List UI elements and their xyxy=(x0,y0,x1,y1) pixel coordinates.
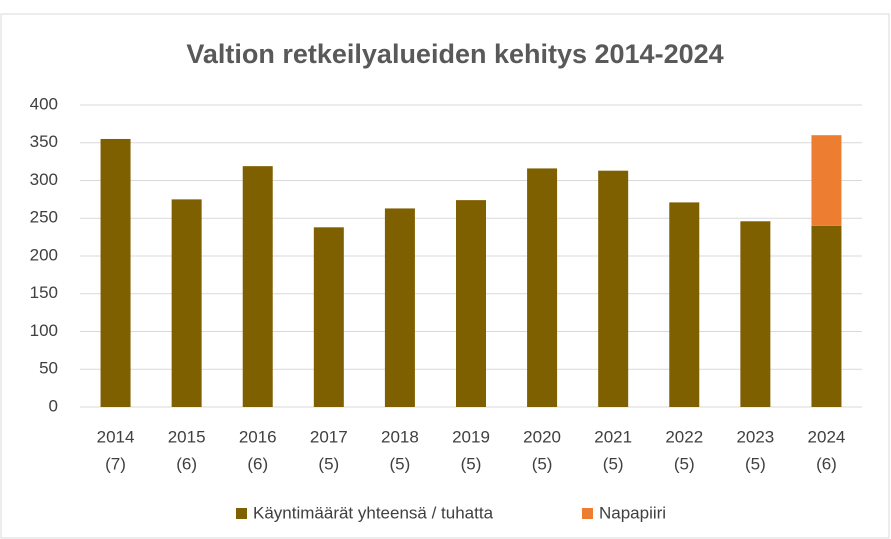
y-tick-label: 100 xyxy=(30,321,58,340)
bar xyxy=(384,208,415,407)
bar xyxy=(811,135,842,226)
legend-label: Käyntimäärät yhteensä / tuhatta xyxy=(253,503,494,522)
bar xyxy=(598,170,629,407)
bar xyxy=(100,138,131,407)
y-tick-label: 300 xyxy=(30,170,58,189)
x-tick-label: 2017 xyxy=(310,427,348,446)
bar xyxy=(527,168,558,407)
bar xyxy=(242,166,273,407)
x-tick-label: 2018 xyxy=(381,427,419,446)
y-tick-label: 0 xyxy=(49,396,58,415)
bar xyxy=(171,199,202,407)
legend-swatch xyxy=(582,508,593,519)
x-tick-label: (5) xyxy=(532,454,553,473)
x-tick-label: (5) xyxy=(745,454,766,473)
y-tick-label: 250 xyxy=(30,208,58,227)
x-tick-label: 2020 xyxy=(523,427,561,446)
x-tick-label: (5) xyxy=(318,454,339,473)
x-tick-label: (5) xyxy=(461,454,482,473)
x-tick-label: (6) xyxy=(247,454,268,473)
legend-label: Napapiiri xyxy=(599,503,666,522)
bar xyxy=(811,225,842,407)
x-tick-label: (6) xyxy=(816,454,837,473)
x-tick-label: 2015 xyxy=(168,427,206,446)
y-tick-label: 200 xyxy=(30,245,58,264)
x-tick-label: 2024 xyxy=(808,427,846,446)
x-tick-label: (6) xyxy=(176,454,197,473)
x-tick-label: 2023 xyxy=(736,427,774,446)
y-tick-label: 150 xyxy=(30,283,58,302)
y-tick-label: 50 xyxy=(39,359,58,378)
bar xyxy=(669,202,700,407)
bar xyxy=(456,200,486,407)
chart-title: Valtion retkeilyalueiden kehitys 2014-20… xyxy=(186,39,723,69)
bar xyxy=(313,227,344,407)
bar xyxy=(740,221,771,407)
legend-swatch xyxy=(236,508,247,519)
x-tick-label: 2019 xyxy=(452,427,490,446)
x-tick-label: 2021 xyxy=(594,427,632,446)
y-tick-label: 350 xyxy=(30,132,58,151)
x-tick-label: 2016 xyxy=(239,427,277,446)
x-tick-label: 2014 xyxy=(97,427,135,446)
x-tick-label: 2022 xyxy=(665,427,703,446)
x-tick-label: (5) xyxy=(674,454,695,473)
x-tick-label: (7) xyxy=(105,454,126,473)
x-tick-label: (5) xyxy=(603,454,624,473)
y-tick-label: 400 xyxy=(30,94,58,113)
x-tick-label: (5) xyxy=(390,454,411,473)
